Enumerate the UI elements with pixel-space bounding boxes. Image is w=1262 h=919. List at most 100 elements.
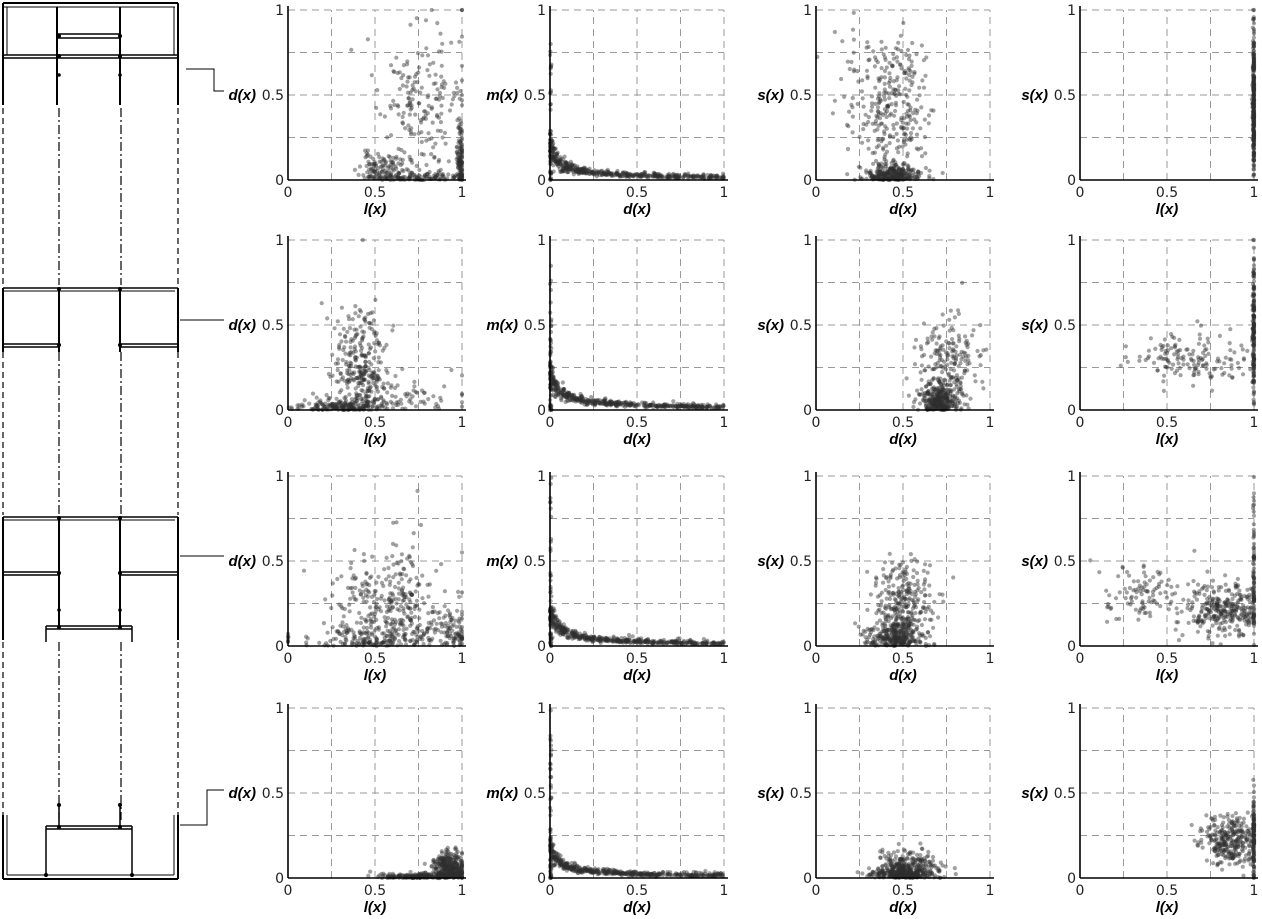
data-point [457,160,462,165]
data-point [945,351,950,356]
data-point [356,172,361,177]
data-point [866,58,871,63]
data-point [1251,62,1257,68]
y-tick-label: 1 [537,469,546,485]
data-point [450,173,456,178]
data-point [414,598,419,603]
data-point [459,98,465,103]
data-point [662,404,667,409]
data-point [927,174,932,179]
data-point [707,174,713,179]
data-point [392,617,397,622]
data-point [396,632,401,638]
data-point [1251,313,1257,318]
data-point [945,357,950,362]
data-point [375,596,380,602]
data-point [432,154,437,160]
data-point [590,170,595,175]
data-point [337,602,342,607]
data-point [459,173,464,179]
data-point [426,171,431,176]
data-point [379,580,385,586]
data-point [551,163,556,168]
data-point [923,404,929,409]
data-point [435,128,440,133]
data-point [425,626,430,631]
data-point [376,355,381,360]
data-point [458,159,463,164]
x-axis-label: d(x) [623,201,651,218]
data-point [379,641,384,646]
data-point [409,610,414,615]
data-point [872,64,878,69]
y-tick-label: 1 [275,233,284,249]
data-point [940,370,945,375]
data-point [438,638,443,643]
data-point [555,150,560,155]
data-point [689,639,694,645]
data-point [959,387,964,392]
data-point [349,397,354,402]
data-point [352,167,357,172]
data-point [938,376,943,381]
data-point [676,175,681,180]
data-point [381,163,386,168]
data-point [429,152,434,157]
data-point [399,76,404,81]
data-point [400,635,406,640]
data-point [421,399,426,404]
data-point [302,398,307,403]
data-point [1251,347,1256,352]
data-point [459,7,465,13]
data-point [421,115,426,120]
data-point [413,112,418,117]
data-point [456,162,461,167]
data-point [422,173,427,178]
data-point [1151,360,1157,365]
data-point [1229,366,1234,371]
data-point [1189,358,1194,363]
data-point [400,114,405,119]
data-point [454,157,459,162]
data-point [351,372,356,377]
data-point [367,388,372,393]
data-point [1251,287,1257,292]
data-point [1197,332,1202,337]
data-point [421,152,426,157]
data-point [876,169,881,174]
data-point [335,367,340,373]
x-tick-label: 0.5 [892,185,914,201]
data-point [1251,379,1256,384]
data-point [960,280,965,285]
x-tick-label: 0.5 [626,185,648,201]
data-point [408,623,413,628]
data-point [947,378,952,383]
data-point [1187,366,1192,371]
data-point [367,583,372,588]
data-point [405,90,411,95]
data-point [635,174,641,179]
data-point [417,65,422,70]
data-point [962,368,968,373]
data-point [341,629,347,635]
data-point [405,79,410,84]
data-point [459,103,465,108]
data-point [364,399,369,404]
data-point [433,81,438,86]
data-point [401,623,406,629]
data-point [459,160,465,166]
floor-plan-schematic [2,2,224,880]
data-point [352,327,357,332]
data-point [917,85,922,90]
data-point [915,388,920,393]
data-point [402,175,408,180]
data-point [368,605,373,610]
data-point [359,388,364,393]
data-point [432,175,437,180]
data-point [442,384,447,389]
data-point [850,114,856,119]
data-point [408,107,413,112]
data-point [393,174,398,179]
data-point [929,401,934,406]
data-point [393,173,399,178]
